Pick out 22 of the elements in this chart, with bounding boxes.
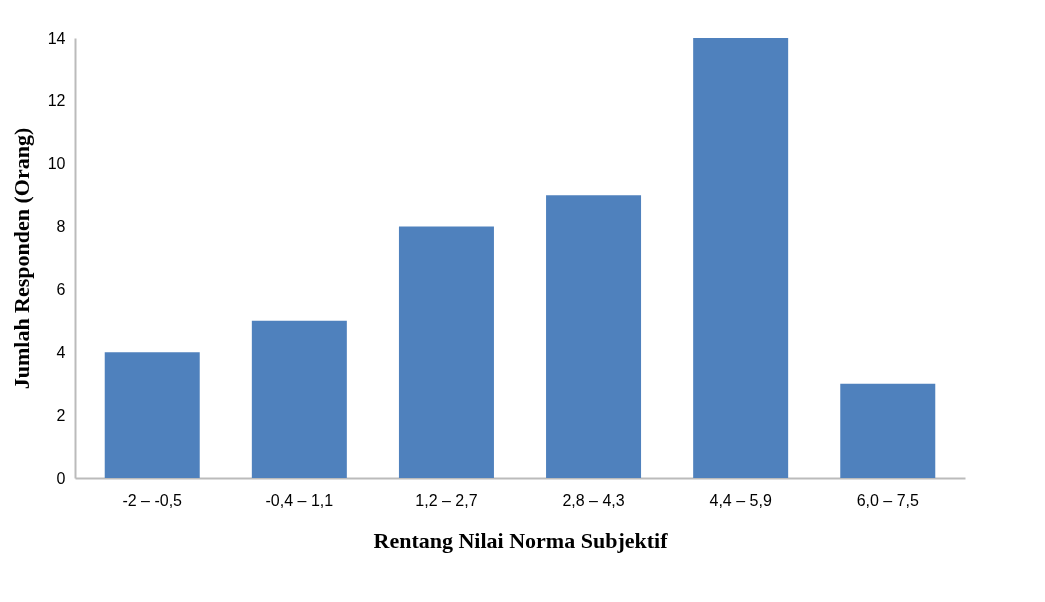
x-axis-title: Rentang Nilai Norma Subjektif xyxy=(373,527,669,553)
bar xyxy=(693,38,789,478)
y-tick-label: 6 xyxy=(56,280,66,298)
y-tick-label: 4 xyxy=(56,343,66,361)
x-tick-label: 6,0 – 7,5 xyxy=(856,491,919,509)
x-tick-label: 1,2 – 2,7 xyxy=(415,491,478,509)
x-tick-label: 2,8 – 4,3 xyxy=(562,491,625,509)
y-tick-label: 10 xyxy=(47,155,66,173)
bar xyxy=(398,226,494,478)
x-tick-label: -0,4 – 1,1 xyxy=(265,491,334,509)
y-tick-label: 14 xyxy=(47,29,66,47)
y-tick-label: 8 xyxy=(56,218,66,236)
y-axis-title: Jumlah Responden (Orang) xyxy=(8,127,34,390)
y-tick-label: 2 xyxy=(56,406,66,424)
bar xyxy=(546,195,642,478)
bar xyxy=(251,320,347,478)
x-tick-label: 4,4 – 5,9 xyxy=(709,491,772,509)
bar xyxy=(840,383,936,478)
bar xyxy=(104,352,200,478)
x-tick-label: -2 – -0,5 xyxy=(122,491,183,509)
y-tick-label: 12 xyxy=(47,92,66,110)
y-tick-label: 0 xyxy=(56,469,66,487)
